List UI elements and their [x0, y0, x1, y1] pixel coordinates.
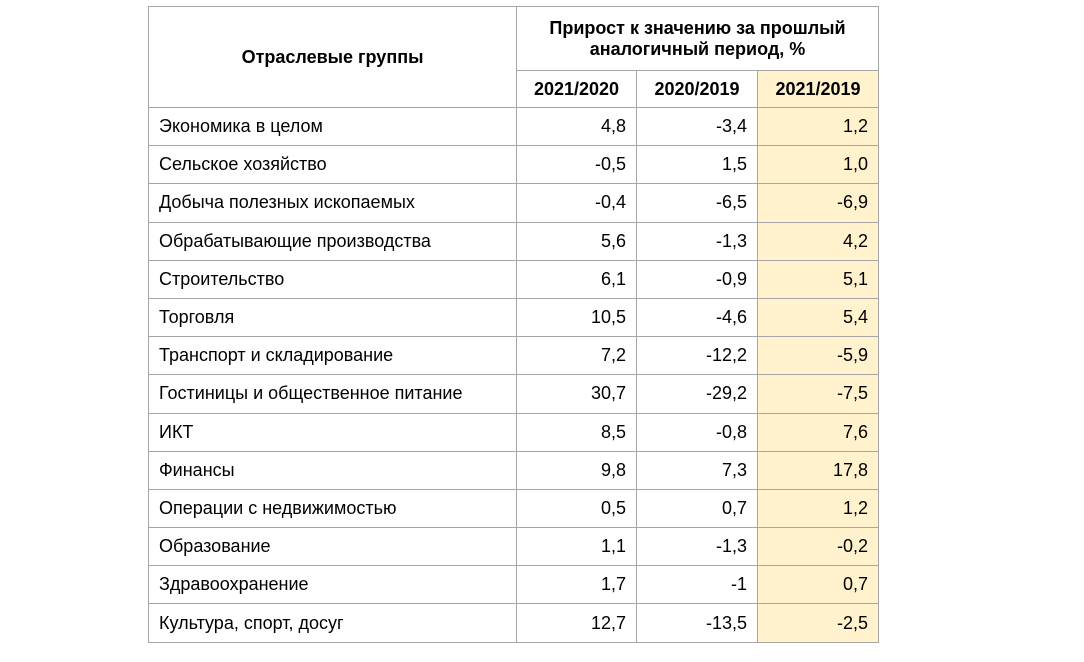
growth-value: -3,4 — [636, 106, 758, 147]
growth-value: 30,7 — [516, 374, 637, 414]
group-name: Обрабатывающие производства — [148, 221, 517, 261]
growth-value: -13,5 — [636, 603, 758, 643]
growth-value: 0,7 — [636, 488, 758, 529]
group-name: ИКТ — [148, 412, 517, 452]
growth-value: -0,5 — [516, 145, 637, 185]
growth-value: -6,5 — [636, 183, 758, 223]
group-name: Образование — [148, 527, 517, 567]
group-name: Гостиницы и общественное питание — [148, 374, 517, 414]
growth-value: 4,8 — [516, 106, 637, 147]
growth-value: 12,7 — [516, 603, 637, 643]
group-name: Добыча полезных ископаемых — [148, 183, 517, 223]
growth-value: -6,9 — [757, 183, 879, 223]
table-row: Добыча полезных ископаемых -0,4 -6,5 -6,9 — [148, 183, 879, 223]
growth-value: 0,7 — [757, 565, 879, 605]
growth-value: -7,5 — [757, 374, 879, 414]
growth-value: -1,3 — [636, 221, 758, 261]
growth-value: 1,2 — [757, 488, 879, 529]
growth-value: 5,6 — [516, 221, 637, 261]
group-name: Сельское хозяйство — [148, 145, 517, 185]
growth-value: 6,1 — [516, 259, 637, 299]
table-row: Экономика в целом 4,8 -3,4 1,2 — [148, 106, 879, 147]
growth-value: 7,6 — [757, 412, 879, 452]
growth-header: Прирост к значению за прошлый аналогичны… — [516, 6, 879, 71]
growth-value: -12,2 — [636, 336, 758, 376]
growth-value: 0,5 — [516, 488, 637, 529]
data-table: Отраслевые группы Прирост к значению за … — [148, 6, 879, 643]
period-row: 2021/2020 2020/2019 2021/2019 — [149, 70, 879, 108]
growth-value: -1 — [636, 565, 758, 605]
growth-value: -1,3 — [636, 527, 758, 567]
growth-value: -0,9 — [636, 259, 758, 299]
group-name: Культура, спорт, досуг — [148, 603, 517, 643]
group-name: Операции с недвижимостью — [148, 488, 517, 529]
growth-value: 5,4 — [757, 297, 879, 338]
growth-value: 7,3 — [636, 450, 758, 490]
growth-value: -0,2 — [757, 527, 879, 567]
growth-value: -5,9 — [757, 336, 879, 376]
table-row: Операции с недвижимостью 0,5 0,7 1,2 — [148, 488, 879, 529]
group-name: Транспорт и складирование — [148, 336, 517, 376]
period-header: 2021/2019 — [757, 70, 879, 108]
growth-value: 1,0 — [757, 145, 879, 185]
table-body: Экономика в целом 4,8 -3,4 1,2 Сельское хозя… — [148, 106, 879, 643]
group-header: Отраслевые группы — [148, 6, 517, 108]
table-row: Транспорт и складирование 7,2 -12,2 -5,9 — [148, 336, 879, 376]
growth-value: 7,2 — [516, 336, 637, 376]
growth-value: 9,8 — [516, 450, 637, 490]
table-row: Финансы 9,8 7,3 17,8 — [148, 450, 879, 490]
growth-value: 17,8 — [757, 450, 879, 490]
table-row: Образование 1,1 -1,3 -0,2 — [148, 527, 879, 567]
growth-value: 5,1 — [757, 259, 879, 299]
table-head: Отраслевые группы Прирост к значению за … — [148, 6, 879, 108]
growth-value: 1,2 — [757, 106, 879, 147]
growth-value: 10,5 — [516, 297, 637, 338]
table-row: ИКТ 8,5 -0,8 7,6 — [148, 412, 879, 452]
growth-value: 1,1 — [516, 527, 637, 567]
growth-value: 8,5 — [516, 412, 637, 452]
group-name: Финансы — [148, 450, 517, 490]
growth-value: 4,2 — [757, 221, 879, 261]
group-name: Экономика в целом — [148, 106, 517, 147]
growth-value: -29,2 — [636, 374, 758, 414]
table-row: Строительство 6,1 -0,9 5,1 — [148, 259, 879, 299]
table-row: Обрабатывающие производства 5,6 -1,3 4,2 — [148, 221, 879, 261]
table-row: Культура, спорт, досуг 12,7 -13,5 -2,5 — [148, 603, 879, 643]
group-name: Торговля — [148, 297, 517, 338]
header-row: Отраслевые группы Прирост к значению за … — [148, 6, 879, 108]
period-header: 2020/2019 — [636, 70, 758, 108]
growth-value: -0,8 — [636, 412, 758, 452]
group-name: Здравоохранение — [148, 565, 517, 605]
table-row: Сельское хозяйство -0,5 1,5 1,0 — [148, 145, 879, 185]
table-row: Торговля 10,5 -4,6 5,4 — [148, 297, 879, 338]
table-row: Гостиницы и общественное питание 30,7 -29,… — [148, 374, 879, 414]
group-name: Строительство — [148, 259, 517, 299]
growth-value: 1,5 — [636, 145, 758, 185]
table-row: Здравоохранение 1,7 -1 0,7 — [148, 565, 879, 605]
growth-value: -4,6 — [636, 297, 758, 338]
growth-value: -0,4 — [516, 183, 637, 223]
growth-value: -2,5 — [757, 603, 879, 643]
growth-value: 1,7 — [516, 565, 637, 605]
period-header: 2021/2020 — [516, 70, 637, 108]
